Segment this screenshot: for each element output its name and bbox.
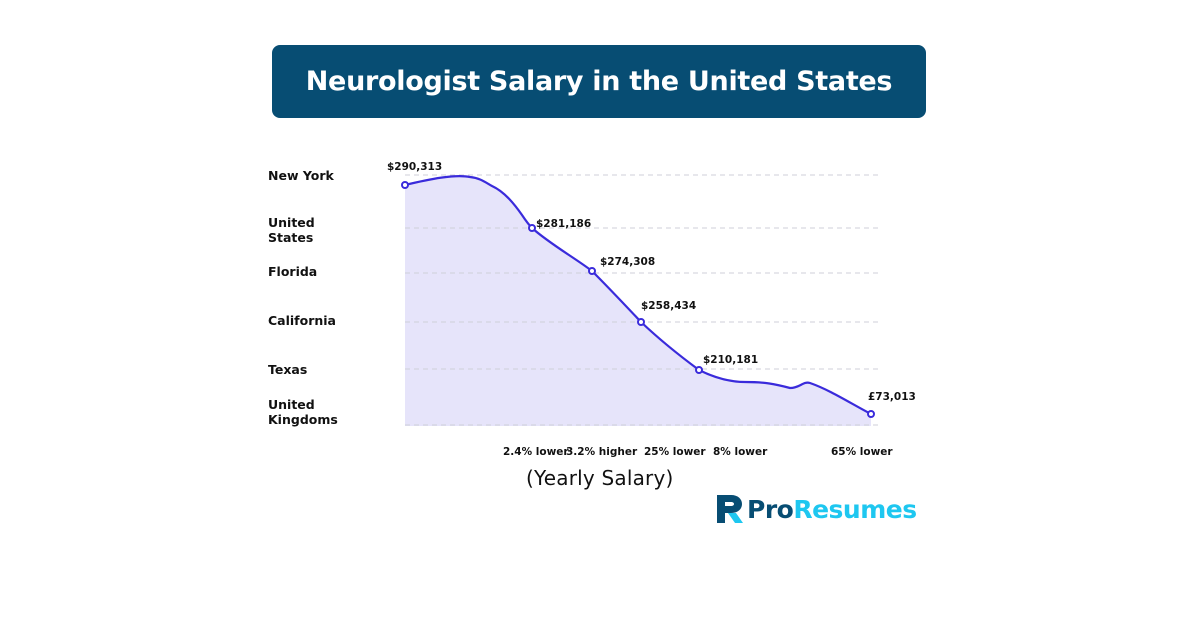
- y-label-line: United: [268, 215, 315, 230]
- y-label-line: States: [268, 230, 314, 245]
- brand-name-resumes: Resumes: [793, 494, 917, 524]
- area-fill: [405, 176, 871, 426]
- value-label-florida: $274,308: [600, 256, 655, 268]
- value-label-texas: $210,181: [703, 354, 758, 366]
- data-point-united-states[interactable]: [528, 224, 536, 232]
- brand-name-pro: Pro: [747, 494, 794, 524]
- x-label-comparison: 3.2% higher: [566, 446, 638, 458]
- data-point-new-york[interactable]: [401, 181, 409, 189]
- salary-line: [404, 175, 872, 415]
- y-label-line: California: [268, 313, 336, 328]
- data-point-united-kingdoms[interactable]: [867, 410, 875, 418]
- y-label-united-states: United States: [268, 215, 315, 245]
- page-title: Neurologist Salary in the United States: [305, 66, 893, 97]
- y-label-florida: Florida: [268, 264, 317, 279]
- proresumes-logo-icon: [717, 495, 743, 523]
- data-point-florida[interactable]: [588, 267, 596, 275]
- x-label-comparison: 25% lower: [644, 446, 706, 458]
- y-label-united-kingdoms: United Kingdoms: [268, 397, 338, 427]
- data-point-texas[interactable]: [695, 366, 703, 374]
- data-point-california[interactable]: [637, 318, 645, 326]
- y-label-new-york: New York: [268, 168, 334, 183]
- value-label-california: $258,434: [641, 300, 696, 312]
- y-label-line: Kingdoms: [268, 412, 338, 427]
- y-label-texas: Texas: [268, 362, 307, 377]
- y-label-line: United: [268, 397, 315, 412]
- y-label-line: Texas: [268, 362, 308, 377]
- y-label-line: Florida: [268, 264, 318, 279]
- value-label-united-kingdoms: £73,013: [868, 391, 916, 403]
- x-label-comparison: 2.4% lower: [503, 446, 569, 458]
- y-label-california: California: [268, 313, 336, 328]
- x-axis-title: (Yearly Salary): [526, 466, 674, 490]
- title-banner: Neurologist Salary in the United States: [272, 45, 926, 118]
- value-label-new-york: $290,313: [387, 161, 442, 173]
- value-label-united-states: $281,186: [536, 218, 591, 230]
- y-label-line: New York: [268, 168, 334, 183]
- x-label-comparison: 8% lower: [713, 446, 768, 458]
- brand-logo[interactable]: Pro Resumes: [716, 493, 917, 525]
- x-label-comparison: 65% lower: [831, 446, 893, 458]
